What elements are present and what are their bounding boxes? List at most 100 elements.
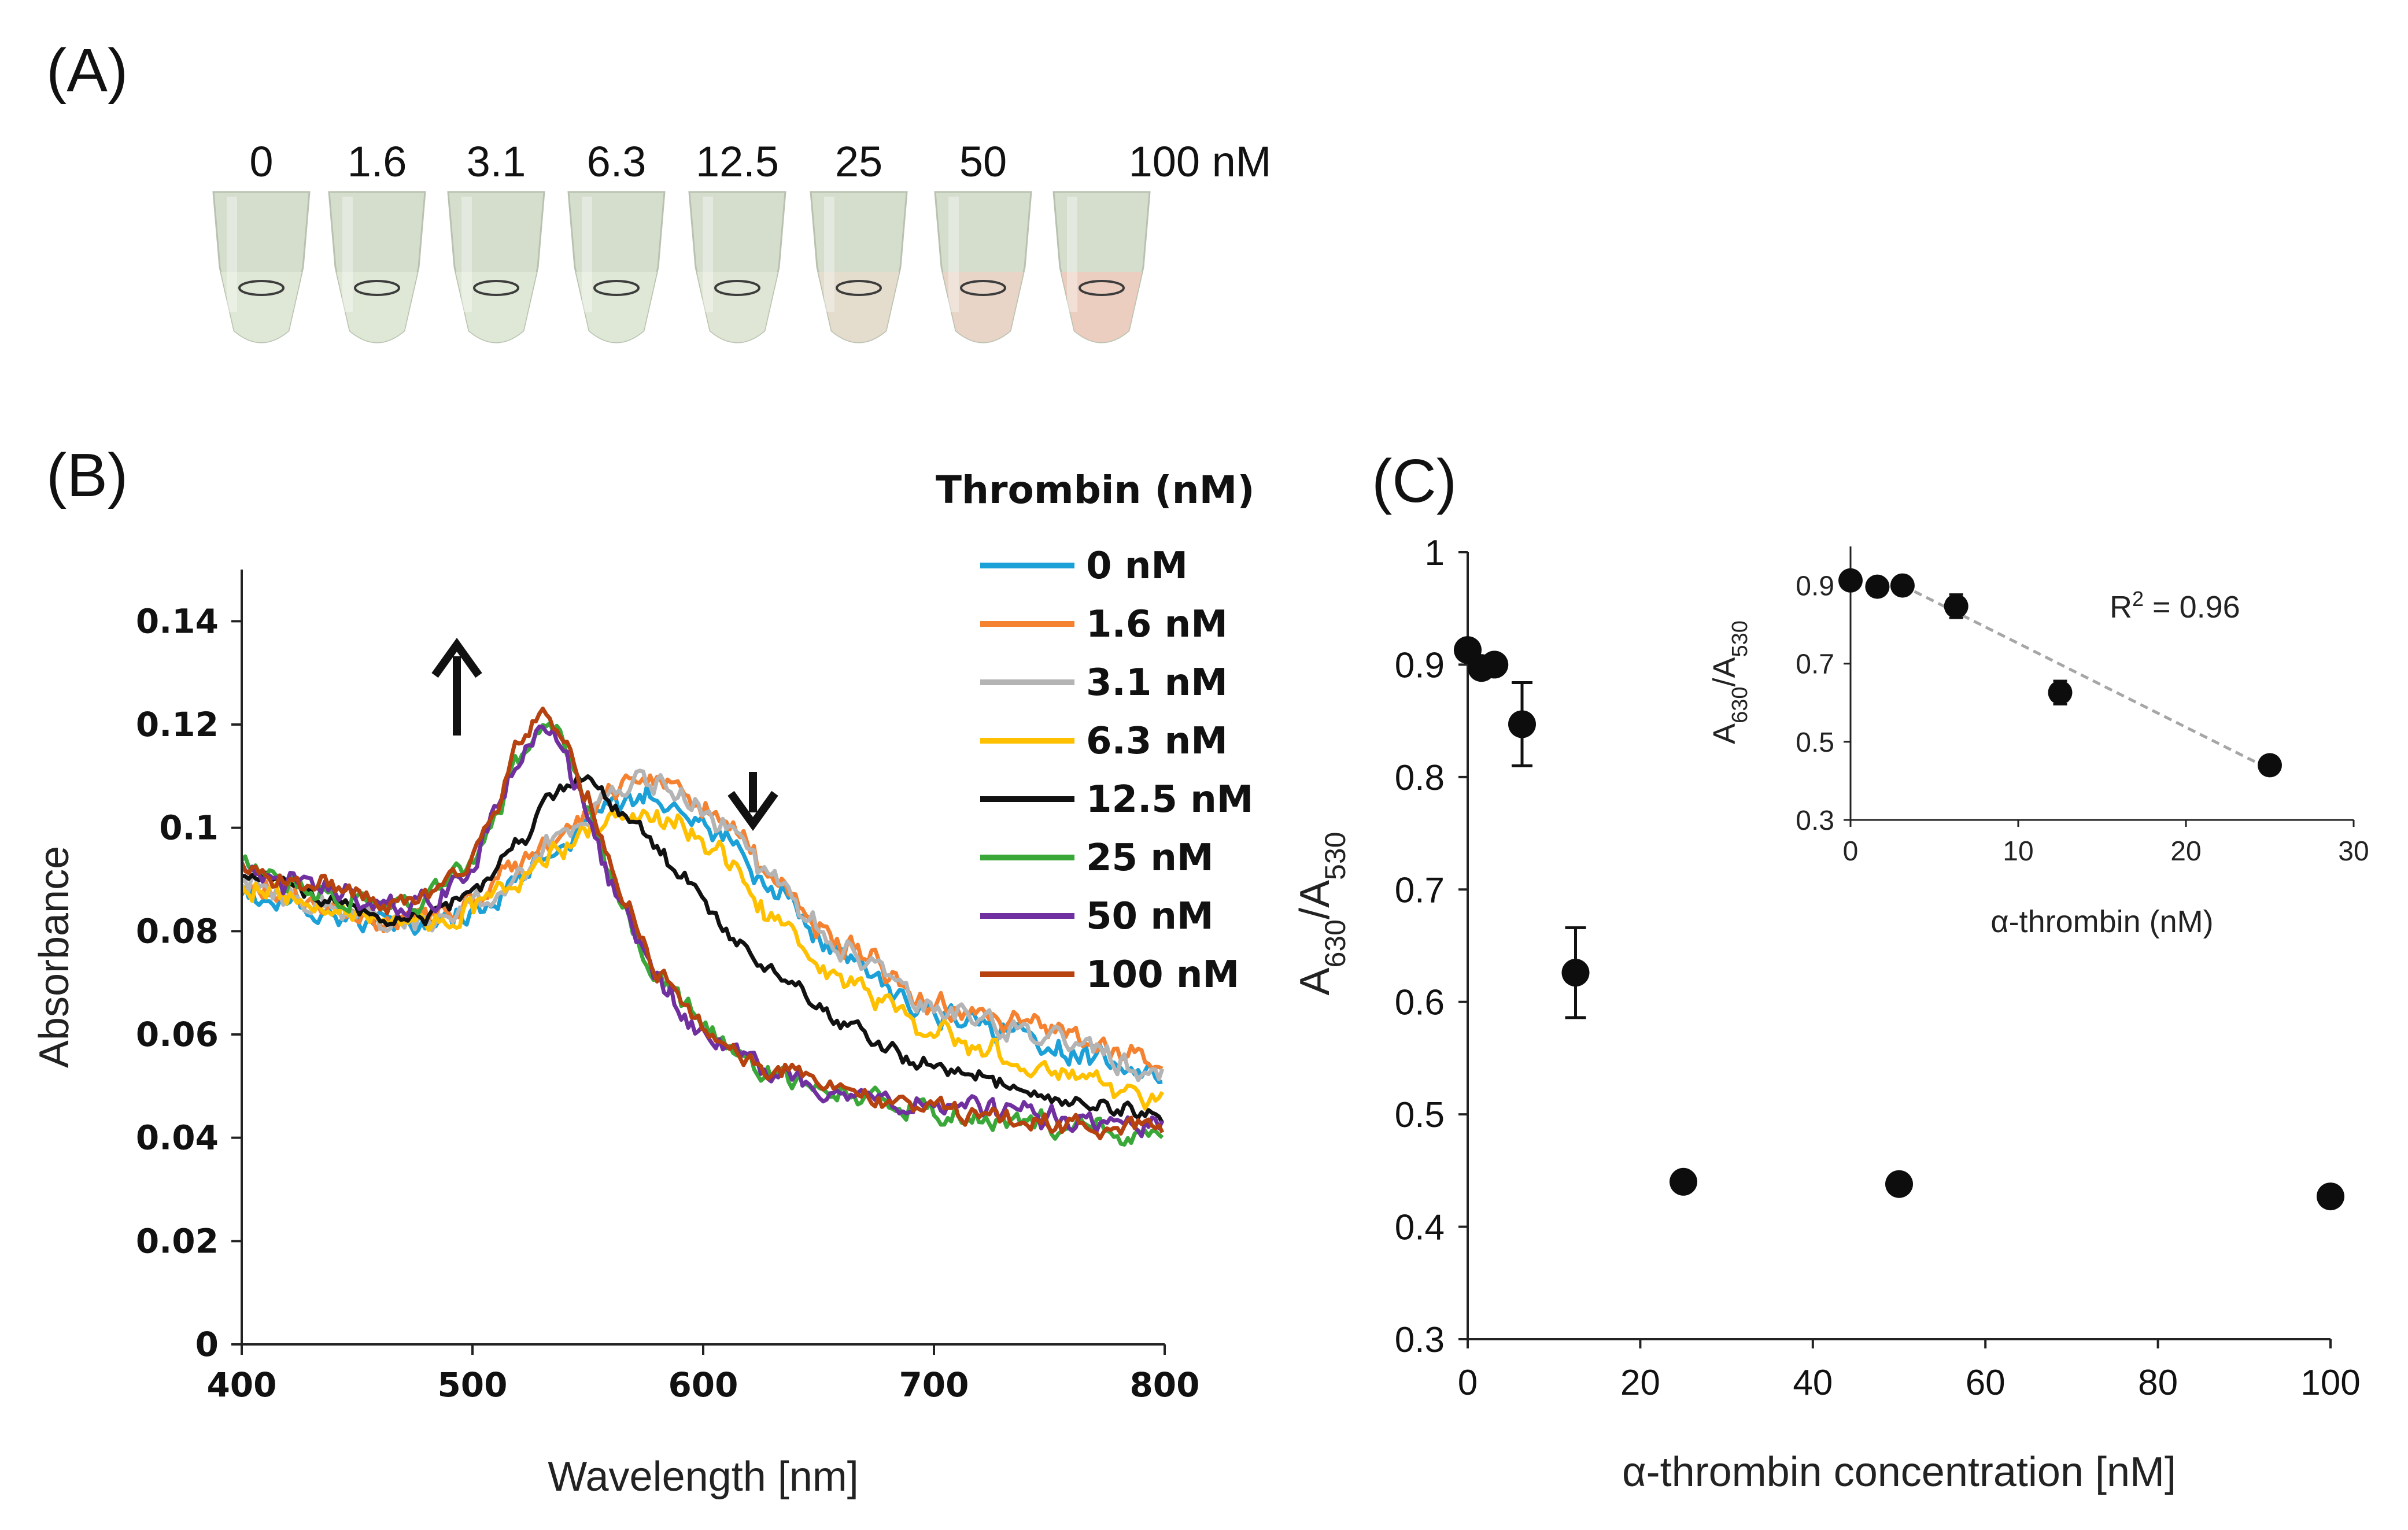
chart-c-y-tick-label: 0.6 bbox=[1395, 983, 1445, 1023]
inset-points bbox=[1838, 568, 2282, 778]
tube bbox=[810, 191, 908, 343]
inset-point bbox=[2258, 753, 2282, 778]
chart-b-series-group bbox=[242, 707, 1165, 1147]
chart-b-x-axis-title: Wavelength [nm] bbox=[548, 1454, 859, 1500]
chart-c-x-tick-label: 0 bbox=[1458, 1363, 1478, 1403]
chart-b-y-tick-label: 0.08 bbox=[136, 911, 219, 951]
tube bbox=[328, 191, 426, 343]
chart-c-ratio-scatter: 0.30.40.50.60.70.80.910 20 40 60 80 100 α-thr… bbox=[1292, 533, 2369, 1495]
chart-c-y-tick-label: 0.4 bbox=[1395, 1208, 1445, 1248]
chart-c-ticks: 0.30.40.50.60.70.80.910 20 40 60 80 100 bbox=[1395, 533, 2361, 1403]
tube-highlight bbox=[342, 197, 353, 312]
chart-c-point bbox=[1670, 1167, 1697, 1196]
tube-highlight bbox=[582, 197, 592, 312]
chart-b-ticks: 0 0.02 0.04 0.06 0.08 0.1 0.12 0.14 400 500 600 700… bbox=[136, 601, 1200, 1405]
chart-b-x-tick-label: 700 bbox=[899, 1365, 969, 1405]
tube-highlight bbox=[824, 197, 834, 312]
tube-label: 50 bbox=[959, 138, 1007, 186]
tube bbox=[212, 191, 311, 343]
tube-highlight bbox=[1067, 197, 1077, 312]
chart-c-x-tick-label: 100 bbox=[2300, 1363, 2360, 1403]
inset-point bbox=[1865, 574, 1890, 599]
panel-label-b: (B) bbox=[46, 441, 128, 509]
inset-y-axis-title: A630/A530 bbox=[1707, 620, 1752, 744]
tube-meniscus bbox=[238, 280, 285, 296]
chart-c-y-tick-label: 0.8 bbox=[1395, 758, 1445, 798]
inset-trendline-line bbox=[1901, 584, 2271, 771]
tube-meniscus bbox=[1079, 280, 1125, 296]
chart-b-series-line bbox=[242, 707, 1165, 1141]
panel-label-a: (A) bbox=[46, 36, 128, 105]
tube-meniscus bbox=[714, 280, 760, 296]
chart-c-y-tick-label: 1 bbox=[1425, 533, 1445, 573]
chart-c-x-tick-label: 20 bbox=[1620, 1363, 1660, 1403]
tube-label: 6.3 bbox=[587, 138, 647, 186]
inset-y-tick-label: 0.7 bbox=[1796, 649, 1834, 680]
chart-c-y-tick-label: 0.5 bbox=[1395, 1095, 1445, 1135]
chart-c-point bbox=[1480, 651, 1509, 679]
inset-y-tick-label: 0.3 bbox=[1796, 805, 1834, 836]
inset-point bbox=[1890, 573, 1915, 598]
tube-meniscus bbox=[473, 280, 519, 296]
inset-point bbox=[1944, 594, 1968, 619]
tube bbox=[1052, 191, 1151, 343]
chart-b-series-line bbox=[242, 768, 1165, 1082]
panel-label-c: (C) bbox=[1372, 447, 1457, 515]
chart-b-legend-title: Thrombin (nM) bbox=[936, 468, 1255, 512]
chart-b-x-tick-label: 400 bbox=[206, 1365, 276, 1405]
inset-r2-label: R2 = 0.96 bbox=[2110, 587, 2240, 625]
chart-b-series-line bbox=[242, 785, 1163, 1085]
inset-trendline bbox=[1901, 584, 2271, 771]
inset-x-tick-label: 20 bbox=[2170, 836, 2201, 867]
inset-x-tick-label: 30 bbox=[2338, 836, 2369, 867]
tube-meniscus bbox=[354, 280, 400, 296]
chart-c-x-tick-label: 40 bbox=[1793, 1363, 1833, 1403]
chart-b-legend-label: 12.5 nM bbox=[1086, 778, 1253, 821]
chart-b-legend-label: 0 nM bbox=[1086, 545, 1188, 587]
chart-b-y-axis-title: Absorbance bbox=[31, 846, 77, 1068]
inset-y-tick-label: 0.9 bbox=[1796, 571, 1834, 602]
tube-label: 12.5 bbox=[696, 138, 779, 186]
chart-b-arrow-down bbox=[727, 772, 778, 831]
chart-b-y-tick-label: 0.06 bbox=[136, 1015, 219, 1054]
tube-highlight bbox=[461, 197, 472, 312]
chart-b-series-line bbox=[242, 725, 1165, 1139]
tube bbox=[688, 191, 786, 343]
tube-meniscus bbox=[960, 280, 1006, 296]
chart-b-legend: 0 nM 1.6 nM 3.1 nM 6.3 nM 12.5 nM 25 nM 50 nM 1… bbox=[980, 545, 1253, 996]
chart-c-y-tick-label: 0.3 bbox=[1395, 1320, 1445, 1360]
chart-b-legend-label: 50 nM bbox=[1086, 895, 1214, 938]
inset-ticks: 0.3 0.5 0.7 0.9 0 10 20 30 bbox=[1796, 571, 2369, 867]
chart-b-x-tick-label: 600 bbox=[668, 1365, 738, 1405]
chart-b-x-tick-label: 500 bbox=[437, 1365, 507, 1405]
chart-b-legend-label: 3.1 nM bbox=[1086, 661, 1228, 704]
chart-c-x-axis-title: α-thrombin concentration [nM] bbox=[1622, 1449, 2176, 1495]
tube-label: 25 bbox=[835, 138, 882, 186]
inset-point bbox=[1838, 568, 1863, 593]
chart-c-points bbox=[1454, 636, 2344, 1211]
chart-b-y-tick-label: 0.14 bbox=[136, 601, 219, 641]
chart-c-point bbox=[2317, 1182, 2344, 1211]
tube-highlight bbox=[227, 197, 237, 312]
chart-b-absorbance-spectra: 0 0.02 0.04 0.06 0.08 0.1 0.12 0.14 400 500 600 700… bbox=[31, 468, 1255, 1500]
tube-label: 3.1 bbox=[467, 138, 526, 186]
chart-b-x-tick-label: 800 bbox=[1129, 1365, 1199, 1405]
inset-x-tick-label: 10 bbox=[2003, 836, 2033, 867]
chart-b-arrow-up bbox=[431, 637, 482, 736]
tube-highlight bbox=[703, 197, 713, 312]
tube-highlight bbox=[948, 197, 959, 312]
tube-label: 0 bbox=[249, 138, 273, 186]
tube-meniscus bbox=[593, 280, 640, 296]
chart-b-y-tick-label: 0.02 bbox=[136, 1221, 219, 1261]
chart-b-series-line bbox=[242, 774, 1165, 1124]
tube-row: 0 1.6 3.1 6.3 12.5 25 50 100 nM bbox=[212, 138, 1271, 343]
inset-x-axis-title: α-thrombin (nM) bbox=[1990, 904, 2213, 939]
chart-c-inset: 0.3 0.5 0.7 0.9 0 10 20 30 α-thrombin (nM) A630… bbox=[1707, 546, 2369, 939]
chart-b-y-tick-label: 0.1 bbox=[159, 808, 219, 848]
chart-b-y-tick-label: 0.12 bbox=[136, 705, 219, 744]
chart-b-y-tick-label: 0.04 bbox=[136, 1118, 219, 1158]
tube bbox=[934, 191, 1032, 343]
inset-point bbox=[2048, 680, 2073, 705]
chart-b-legend-label: 100 nM bbox=[1086, 954, 1239, 996]
chart-b-legend-label: 25 nM bbox=[1086, 837, 1214, 879]
